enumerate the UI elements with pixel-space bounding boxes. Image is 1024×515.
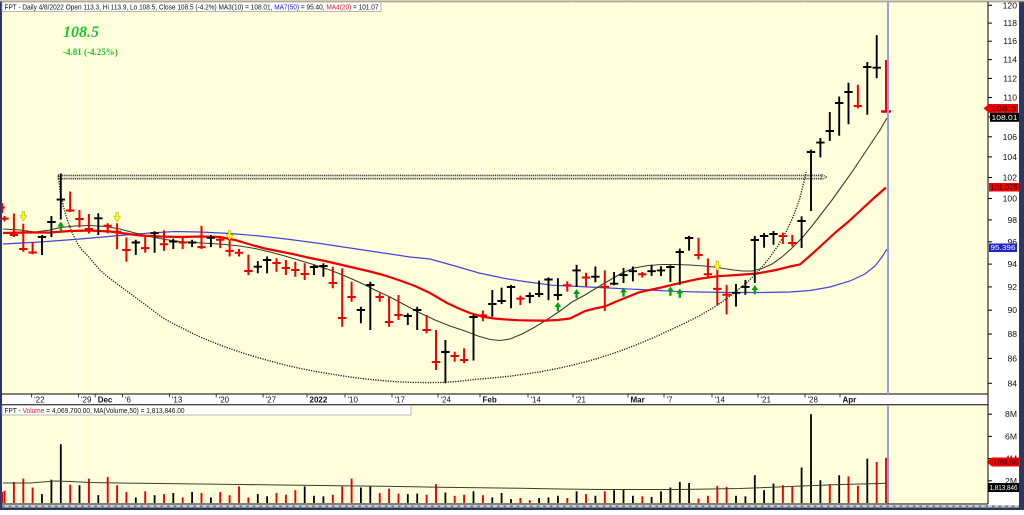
svg-text:102: 102 — [1003, 173, 1018, 183]
svg-text:94: 94 — [1007, 259, 1017, 269]
svg-text:2M: 2M — [1005, 476, 1017, 486]
svg-text:6M: 6M — [1005, 431, 1017, 441]
svg-text:'20: '20 — [219, 395, 230, 404]
svg-text:'7: '7 — [667, 395, 674, 404]
svg-text:Feb: Feb — [483, 395, 497, 404]
svg-text:'22: '22 — [34, 395, 45, 404]
svg-text:Mar: Mar — [631, 395, 645, 404]
svg-text:90: 90 — [1007, 305, 1017, 315]
svg-text:106: 106 — [1003, 132, 1018, 142]
svg-text:4,069,700: 4,069,700 — [994, 460, 1019, 467]
svg-text:100: 100 — [1003, 194, 1018, 204]
svg-text:120: 120 — [1003, 0, 1018, 10]
svg-text:Dec: Dec — [98, 395, 113, 404]
svg-text:118: 118 — [1003, 18, 1017, 28]
svg-text:FPT - Volume = 4,069,700.00, M: FPT - Volume = 4,069,700.00, MA(Volume,5… — [5, 406, 185, 415]
svg-text:'21: '21 — [761, 395, 772, 404]
svg-text:FPT - Daily 4/8/2022 Open 113.: FPT - Daily 4/8/2022 Open 113.3, Hi 113.… — [5, 2, 379, 11]
svg-text:'14: '14 — [715, 395, 726, 404]
svg-text:108.5: 108.5 — [63, 24, 99, 41]
svg-text:'6: '6 — [125, 395, 132, 404]
svg-text:86: 86 — [1007, 353, 1017, 363]
svg-text:101.075: 101.075 — [991, 183, 1018, 192]
svg-text:8M: 8M — [1005, 409, 1017, 419]
svg-text:84: 84 — [1007, 378, 1017, 388]
svg-text:95.396: 95.396 — [991, 243, 1016, 252]
svg-text:'29: '29 — [81, 395, 92, 404]
svg-text:'13: '13 — [172, 395, 183, 404]
svg-text:-4.81 (-4.25%): -4.81 (-4.25%) — [63, 47, 118, 57]
svg-text:'10: '10 — [348, 395, 359, 404]
svg-text:88: 88 — [1007, 329, 1017, 339]
svg-text:104: 104 — [1003, 152, 1018, 162]
svg-text:98: 98 — [1007, 215, 1017, 225]
svg-text:2022: 2022 — [310, 395, 328, 404]
svg-text:'14: '14 — [531, 395, 542, 404]
svg-text:'28: '28 — [808, 395, 819, 404]
svg-text:110: 110 — [1003, 93, 1017, 103]
svg-text:108.01: 108.01 — [992, 113, 1018, 122]
svg-text:116: 116 — [1003, 36, 1017, 46]
svg-text:'21: '21 — [576, 395, 587, 404]
svg-text:92: 92 — [1007, 282, 1017, 292]
svg-text:'17: '17 — [395, 395, 406, 404]
svg-text:96: 96 — [1007, 237, 1017, 247]
svg-text:114: 114 — [1003, 55, 1017, 65]
svg-text:'24: '24 — [441, 395, 452, 404]
svg-text:Apr: Apr — [843, 395, 857, 404]
svg-text:1,813,846: 1,813,846 — [990, 485, 1018, 492]
svg-text:'27: '27 — [266, 395, 277, 404]
svg-text:108.5: 108.5 — [991, 104, 1017, 113]
svg-text:112: 112 — [1003, 73, 1017, 83]
